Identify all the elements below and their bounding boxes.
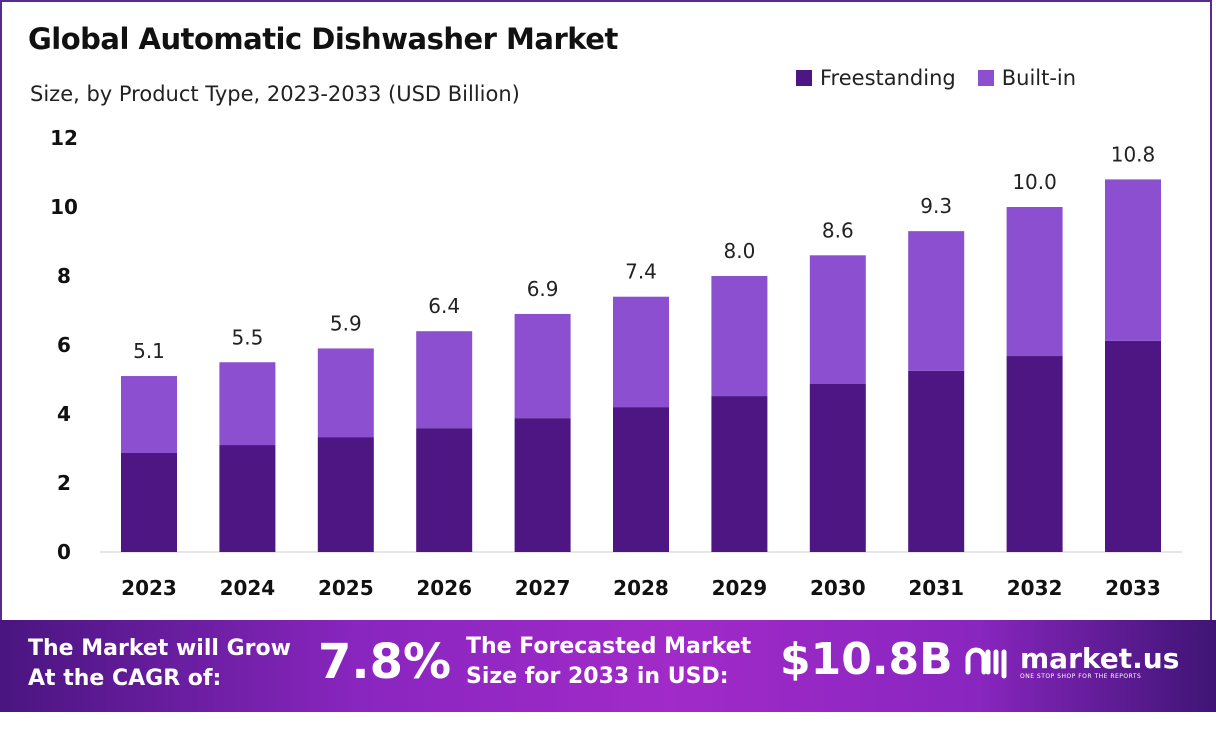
bar-built-in-2024 [219, 362, 276, 446]
cagr-label: The Market will Grow At the CAGR of: [28, 636, 291, 691]
total-data-label: 8.6 [822, 218, 854, 242]
x-tick-label: 2032 [1007, 576, 1063, 600]
bar-built-in-2023 [121, 376, 177, 453]
bar-freestanding-2028 [613, 407, 669, 552]
total-data-label: 7.4 [625, 260, 657, 284]
x-tick-label: 2033 [1105, 576, 1161, 600]
total-data-label: 5.1 [133, 339, 165, 363]
legend-label: Built-in [1001, 66, 1077, 90]
y-tick-label: 8 [57, 264, 71, 288]
footer-banner: The Market will Grow At the CAGR of: 7.8%… [0, 620, 1216, 712]
bar-freestanding-2027 [514, 418, 571, 552]
bar-freestanding-2026 [416, 428, 473, 552]
bar-freestanding-2032 [1006, 356, 1063, 552]
x-tick-label: 2027 [515, 576, 571, 600]
y-tick-label: 2 [57, 471, 71, 495]
bar-freestanding-2023 [121, 452, 177, 552]
total-data-label: 5.5 [231, 325, 263, 349]
x-tick-label: 2030 [810, 576, 866, 600]
y-tick-label: 10 [50, 195, 78, 219]
bar-built-in-2032 [1006, 207, 1063, 357]
chart-title: Global Automatic Dishwasher Market [28, 22, 618, 56]
legend-swatch [796, 70, 812, 86]
bar-freestanding-2029 [711, 396, 768, 552]
y-tick-label: 12 [50, 126, 78, 150]
chart-subtitle: Size, by Product Type, 2023-2033 (USD Bi… [30, 82, 520, 106]
bar-chart: 0 2 4 6 8 10 12 5.1 2023 5.5 2024 5.9 2025 6.4 2026 6.9… [50, 126, 1182, 600]
bar-built-in-2025 [317, 348, 374, 438]
legend-swatch [977, 70, 994, 86]
cagr-value: 7.8% [318, 634, 452, 690]
y-tick-label: 4 [57, 402, 71, 426]
bar-freestanding-2025 [317, 437, 374, 552]
forecast-value: $10.8B [780, 634, 953, 685]
bar-built-in-2028 [613, 296, 669, 408]
bar-built-in-2027 [514, 313, 571, 419]
x-tick-label: 2024 [220, 576, 276, 600]
total-data-label: 9.3 [920, 194, 952, 218]
forecast-label: The Forecasted Market Size for 2033 in US… [466, 634, 752, 689]
total-data-label: 8.0 [723, 239, 755, 263]
bar-freestanding-2030 [809, 383, 866, 552]
chart-frame [0, 0, 1212, 620]
bar-built-in-2030 [809, 255, 866, 384]
legend-item-freestanding: Freestanding [796, 66, 956, 90]
legend-label: Freestanding [820, 66, 956, 90]
legend: Freestanding Built-in [796, 66, 1076, 90]
bar-built-in-2026 [416, 331, 473, 429]
x-tick-label: 2023 [121, 576, 177, 600]
logo-icon [965, 647, 1007, 679]
y-tick-label: 0 [57, 540, 71, 564]
bar-freestanding-2033 [1105, 340, 1161, 552]
x-tick-label: 2026 [416, 576, 472, 600]
total-data-label: 6.4 [428, 294, 460, 318]
bar-freestanding-2031 [908, 370, 965, 552]
bar-built-in-2029 [711, 276, 768, 397]
bar-built-in-2031 [908, 231, 965, 371]
total-data-label: 5.9 [330, 311, 362, 335]
y-tick-label: 6 [57, 333, 71, 357]
market-us-logo: market.us ONE STOP SHOP FOR THE REPORTS [962, 642, 1179, 682]
bar-built-in-2033 [1105, 179, 1161, 341]
total-data-label: 10.8 [1111, 142, 1156, 166]
legend-item-built-in: Built-in [977, 66, 1077, 90]
bar-freestanding-2024 [219, 445, 276, 552]
x-tick-label: 2025 [318, 576, 374, 600]
total-data-label: 6.9 [527, 277, 559, 301]
total-data-label: 10.0 [1012, 170, 1057, 194]
x-tick-label: 2031 [908, 576, 964, 600]
x-tick-label: 2029 [712, 576, 768, 600]
x-tick-label: 2028 [613, 576, 669, 600]
